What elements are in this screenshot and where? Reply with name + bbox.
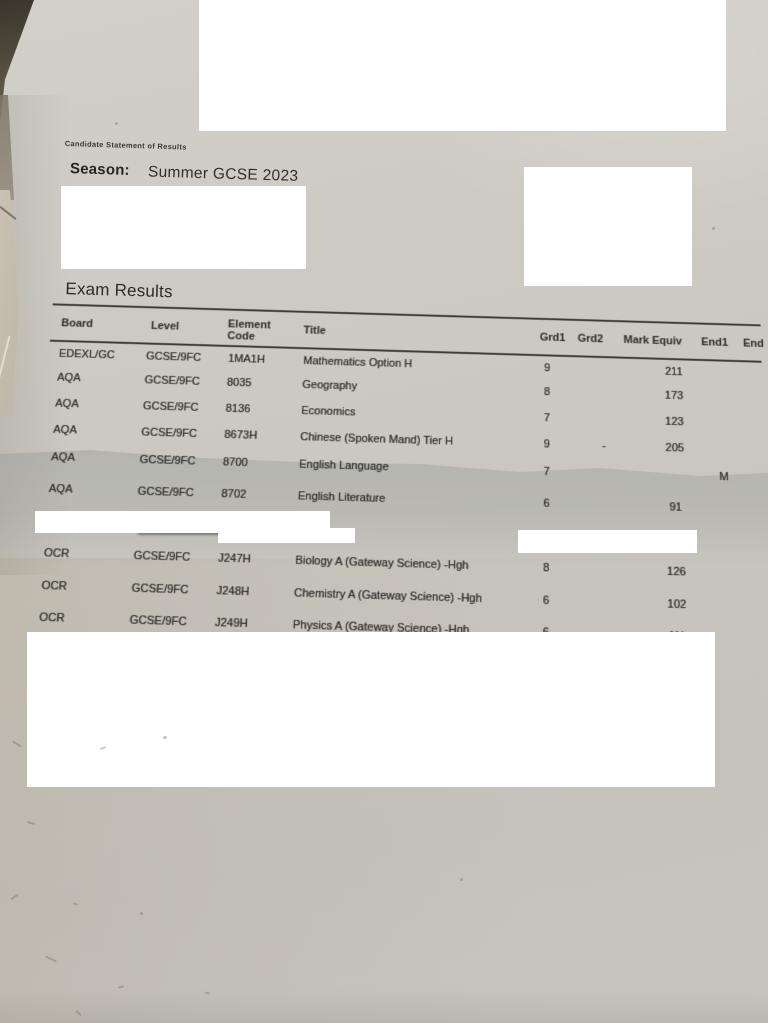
cell-code: J247H xyxy=(218,552,251,567)
table-row: OCR GCSE/9FC J248H Chemistry A (Gateway Sci… xyxy=(0,577,764,615)
cell-title: Chinese (Spoken Mand) Tier H xyxy=(300,431,453,449)
cell-level: GCSE/9FC xyxy=(133,550,190,565)
cell-code: 8136 xyxy=(225,403,250,417)
cell-code: J248H xyxy=(216,585,250,600)
cell-title: Chemistry A (Gateway Science) -Hgh xyxy=(294,587,482,606)
cell-level: GCSE/9FC xyxy=(146,350,202,365)
cell-grd2: - xyxy=(596,440,612,454)
cell-mark: 123 xyxy=(648,415,701,430)
speck xyxy=(115,122,118,125)
cell-board: AQA xyxy=(55,398,79,412)
cell-grd1: 6 xyxy=(539,497,554,511)
document-photo: Candidate Statement of Results Season: S… xyxy=(0,0,768,1023)
cell-mark: 173 xyxy=(648,389,700,404)
speck xyxy=(460,878,463,881)
cell-level: GCSE/9FC xyxy=(131,582,189,597)
cell-level: GCSE/9FC xyxy=(141,426,197,441)
cell-board: AQA xyxy=(57,372,81,386)
redaction-box-row-left-b xyxy=(218,528,355,543)
cell-grd1: 7 xyxy=(539,412,554,426)
redaction-box-header xyxy=(199,0,726,131)
cell-level: GCSE/9FC xyxy=(137,485,194,500)
cell-board: EDEXL/GC xyxy=(58,348,115,363)
col-header-level: Level xyxy=(151,320,180,333)
cell-code: 1MA1H xyxy=(228,353,265,367)
col-header-end: End xyxy=(743,338,764,350)
cell-code: 8700 xyxy=(223,456,249,470)
cell-code: J249H xyxy=(214,617,248,632)
cell-grd1: 8 xyxy=(539,386,554,399)
cell-board: OCR xyxy=(39,611,65,626)
cell-mark: 91 xyxy=(649,501,702,516)
cell-title: Biology A (Gateway Science) -Hgh xyxy=(295,554,469,573)
col-header-board: Board xyxy=(61,317,94,330)
redaction-box-candidate-details xyxy=(61,186,306,269)
redaction-box-centre-details xyxy=(524,167,692,286)
speck xyxy=(712,227,715,230)
cell-grd1: 9 xyxy=(539,438,554,452)
cell-level: GCSE/9FC xyxy=(144,374,200,389)
cell-level: GCSE/9FC xyxy=(143,400,199,415)
redaction-box-row-right xyxy=(518,530,697,553)
redaction-box-footer xyxy=(27,632,715,787)
cell-level: GCSE/9FC xyxy=(129,614,187,630)
cell-end1: M xyxy=(716,471,733,485)
cell-title: English Literature xyxy=(298,490,386,506)
cell-code: 8673H xyxy=(224,429,257,443)
cell-code: 8702 xyxy=(221,488,247,502)
cell-grd1: 7 xyxy=(539,466,554,480)
cell-mark: 102 xyxy=(650,598,704,613)
col-header-mark-equiv: Mark Equiv xyxy=(623,334,682,348)
cell-mark: 211 xyxy=(648,365,700,379)
col-header-end1: End1 xyxy=(701,336,728,349)
cell-grd1: 8 xyxy=(538,562,554,576)
cell-board: AQA xyxy=(51,451,76,465)
speck xyxy=(140,912,143,915)
cell-title: Mathematics Option H xyxy=(303,355,412,371)
cell-board: OCR xyxy=(41,580,67,594)
cell-title: Geography xyxy=(302,379,357,394)
cell-board: OCR xyxy=(43,547,69,561)
cell-code: 8035 xyxy=(227,377,252,391)
cell-mark: 126 xyxy=(650,565,704,580)
speck xyxy=(163,736,167,739)
cell-board: AQA xyxy=(53,424,77,438)
col-header-grd1: Grd1 xyxy=(540,332,566,345)
col-header-element-code: Element Code xyxy=(227,318,288,343)
cell-mark: 205 xyxy=(648,441,701,456)
cell-board: AQA xyxy=(48,483,73,497)
cell-level: GCSE/9FC xyxy=(139,454,196,469)
cell-title: Economics xyxy=(301,405,356,420)
cell-grd1: 9 xyxy=(540,362,555,375)
col-header-title: Title xyxy=(303,325,326,337)
cell-grd1: 6 xyxy=(538,594,554,608)
col-header-grd2: Grd2 xyxy=(578,333,604,346)
cell-title: English Language xyxy=(299,458,389,474)
